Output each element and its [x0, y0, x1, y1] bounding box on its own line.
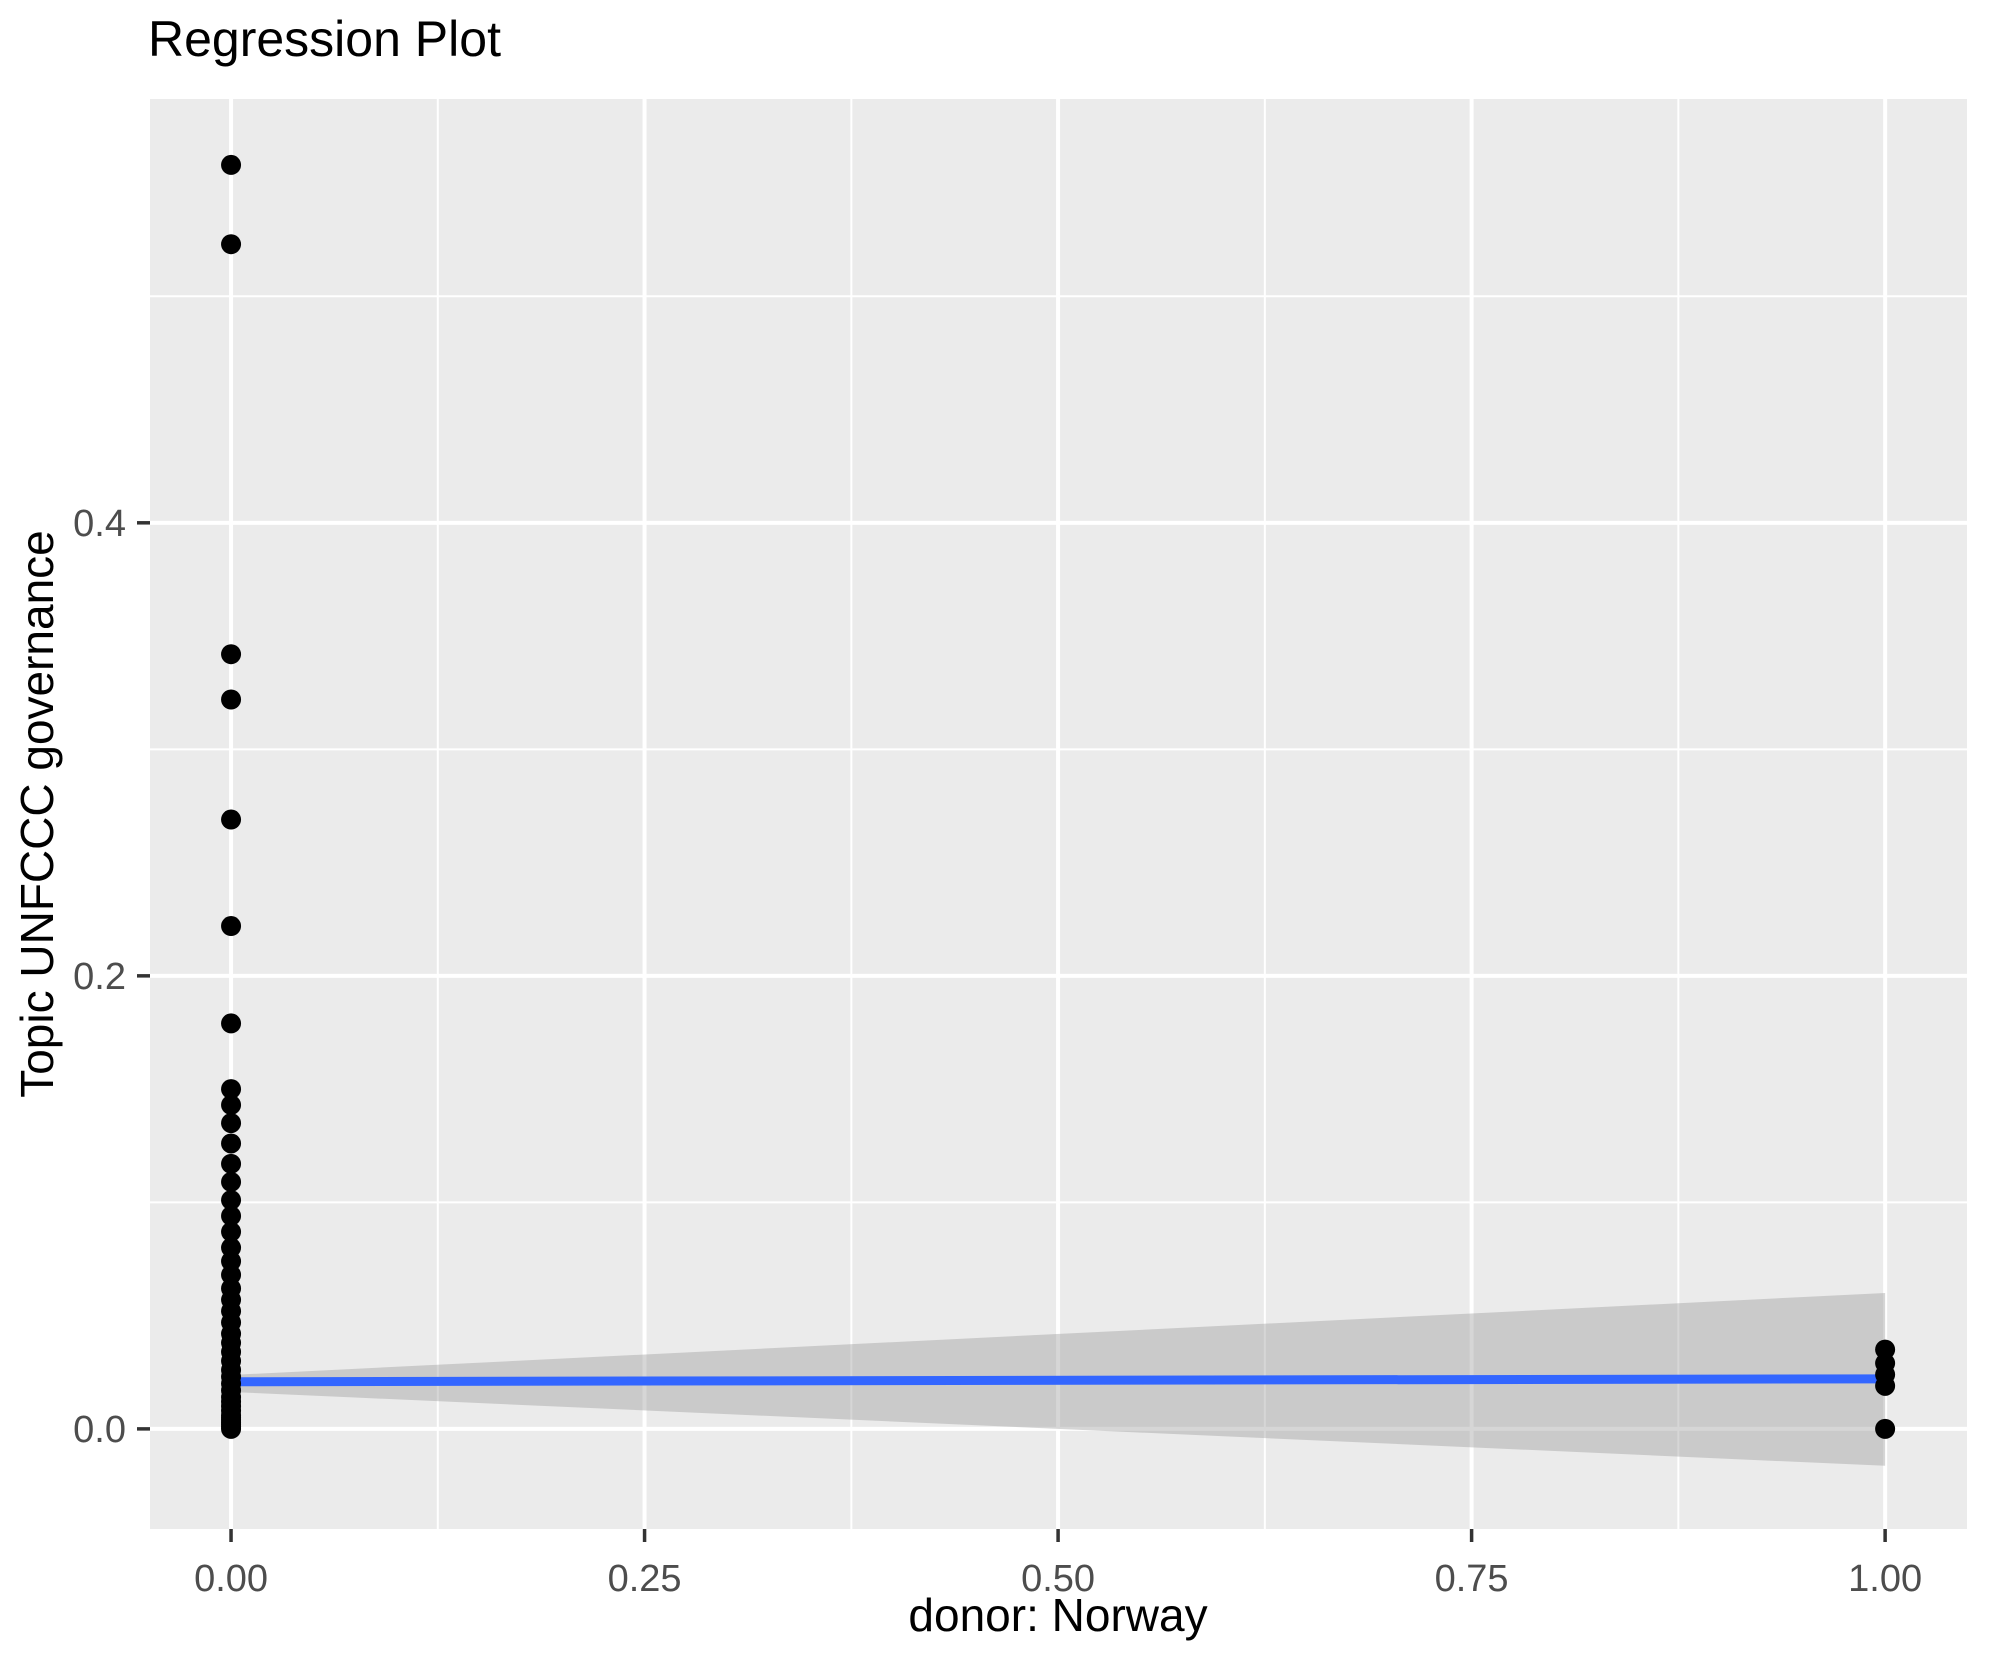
data-point	[221, 1079, 242, 1100]
data-point	[221, 1418, 242, 1439]
data-point	[221, 1113, 242, 1134]
data-point	[221, 1221, 242, 1242]
x-tick-label: 0.50	[1021, 1558, 1095, 1600]
data-point	[221, 1013, 242, 1034]
y-tick-label: 0.4	[73, 503, 126, 545]
data-point	[221, 1190, 242, 1211]
x-tick-label: 0.75	[1435, 1558, 1509, 1600]
y-tick-label: 0.2	[73, 956, 126, 998]
data-point	[221, 1171, 242, 1192]
data-point	[1875, 1418, 1896, 1439]
data-point	[221, 1205, 242, 1226]
data-point	[221, 154, 242, 175]
data-point	[221, 689, 242, 710]
data-point	[221, 644, 242, 665]
data-point	[221, 234, 242, 255]
regression-line	[231, 1374, 1886, 1387]
x-tick-label: 0.25	[608, 1558, 682, 1600]
y-tick-label: 0.0	[73, 1409, 126, 1451]
data-point	[221, 916, 242, 937]
x-tick-label: 0.00	[194, 1558, 268, 1600]
x-axis-title: donor: Norway	[908, 1589, 1208, 1641]
data-point	[1875, 1375, 1896, 1396]
data-point	[221, 1153, 242, 1174]
y-axis-title: Topic UNFCCC governance	[11, 530, 63, 1098]
chart-title: Regression Plot	[148, 11, 501, 67]
data-point	[221, 1133, 242, 1154]
data-point	[221, 1094, 242, 1115]
data-point	[221, 809, 242, 830]
x-tick-label: 1.00	[1848, 1558, 1922, 1600]
